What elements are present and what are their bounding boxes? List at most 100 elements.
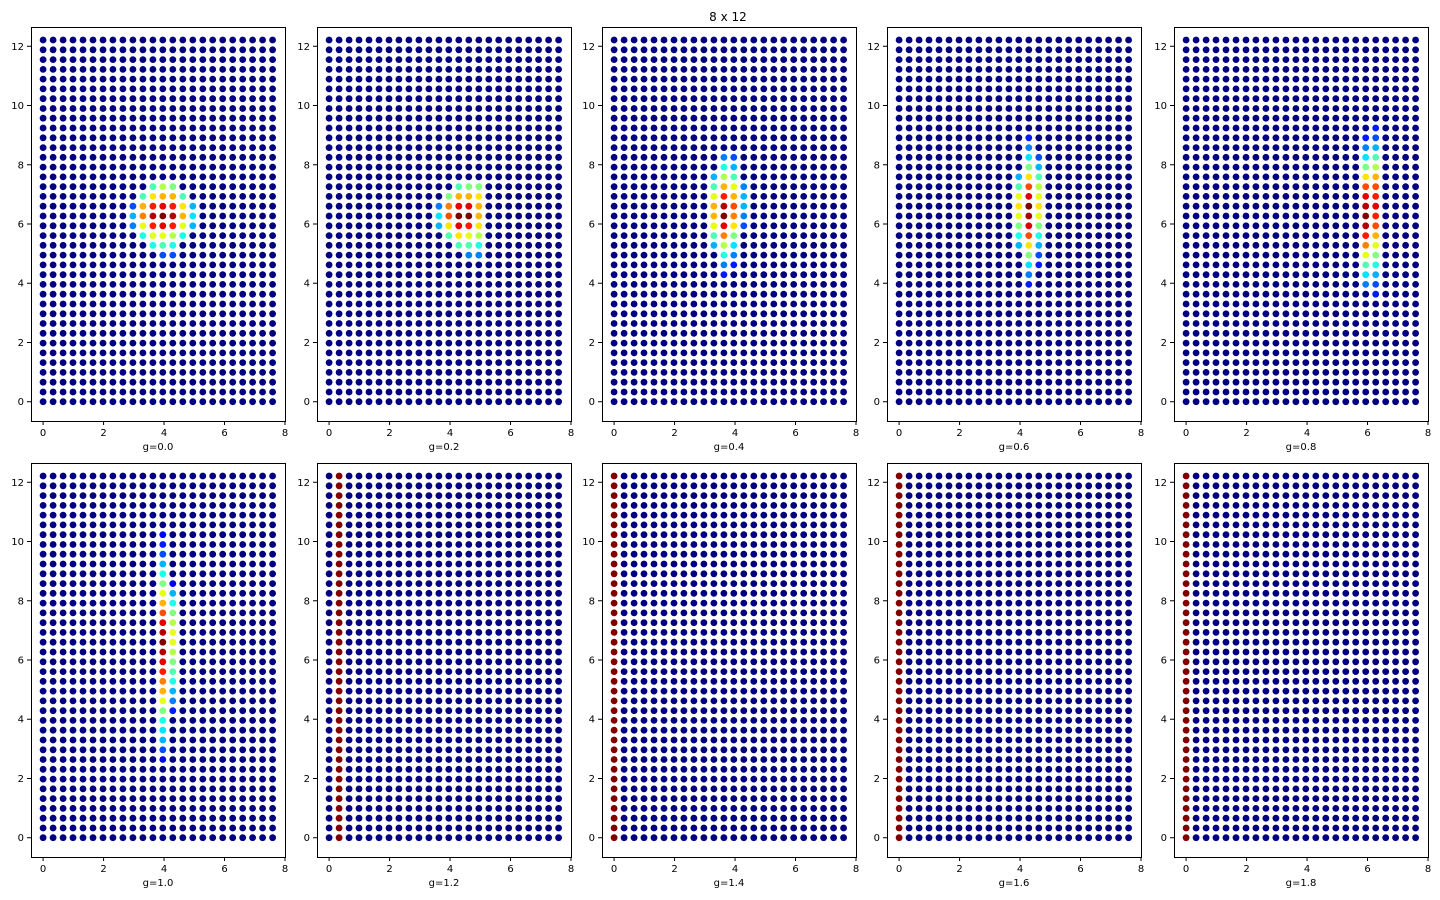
scatter-point xyxy=(915,66,923,73)
scatter-point xyxy=(1202,261,1210,269)
scatter-point xyxy=(535,369,542,376)
scatter-point xyxy=(229,300,237,308)
scatter-point xyxy=(119,251,127,259)
scatter-point xyxy=(1242,290,1250,298)
scatter-point xyxy=(840,46,847,54)
axes-frame xyxy=(887,27,1142,422)
scatter-point xyxy=(109,114,117,122)
scatter-point xyxy=(39,541,47,548)
scatter-point xyxy=(1192,349,1200,357)
scatter-point xyxy=(1192,183,1200,191)
scatter-point xyxy=(1322,46,1330,54)
scatter-point xyxy=(169,46,177,54)
scatter-point xyxy=(1085,281,1093,288)
scatter-point xyxy=(405,193,413,200)
scatter-point xyxy=(1095,46,1103,54)
scatter-point xyxy=(119,105,127,112)
scatter-point xyxy=(820,173,827,181)
scatter-point xyxy=(405,388,413,396)
scatter-point xyxy=(1282,202,1290,210)
scatter-point xyxy=(1015,105,1023,112)
scatter-point xyxy=(1222,398,1230,406)
scatter-point xyxy=(1212,290,1220,298)
scatter-point xyxy=(810,124,818,132)
scatter-point xyxy=(1065,144,1073,152)
scatter-point xyxy=(1272,320,1280,327)
scatter-point xyxy=(925,144,933,152)
scatter-point xyxy=(895,261,903,269)
scatter-point xyxy=(149,271,157,279)
scatter-point xyxy=(690,46,698,54)
scatter-point xyxy=(425,66,433,73)
scatter-point xyxy=(1115,202,1122,210)
scatter-point xyxy=(995,124,1003,132)
scatter-point xyxy=(1095,75,1103,83)
scatter-point xyxy=(1192,300,1200,308)
scatter-point xyxy=(159,300,167,308)
scatter-point xyxy=(610,46,618,54)
scatter-point xyxy=(650,193,658,200)
scatter-point xyxy=(660,105,668,112)
scatter-points xyxy=(39,36,276,406)
scatter-point xyxy=(59,746,67,754)
scatter-point xyxy=(1015,281,1023,288)
scatter-point xyxy=(99,697,107,705)
scatter-point xyxy=(1232,66,1240,73)
scatter-point xyxy=(259,202,266,210)
scatter-point xyxy=(365,378,373,386)
scatter-point xyxy=(1045,349,1053,357)
scatter-point xyxy=(800,183,808,191)
scatter-point xyxy=(1262,95,1270,103)
scatter-point xyxy=(139,388,147,396)
scatter-point xyxy=(1055,310,1063,318)
scatter-point xyxy=(840,251,847,259)
scatter-point xyxy=(415,281,423,288)
y-tick-label: 12 xyxy=(297,42,310,53)
scatter-point xyxy=(945,114,953,122)
scatter-point xyxy=(925,183,933,191)
scatter-point xyxy=(1005,359,1013,366)
scatter-point xyxy=(1242,378,1250,386)
scatter-point xyxy=(139,310,147,318)
scatter-point xyxy=(415,163,423,171)
scatter-point xyxy=(985,85,993,93)
scatter-point xyxy=(139,193,147,200)
scatter-point xyxy=(1292,75,1300,83)
scatter-point xyxy=(375,153,383,161)
scatter-point xyxy=(525,153,533,161)
scatter-point xyxy=(965,320,973,327)
scatter-point xyxy=(915,310,923,318)
scatter-point xyxy=(630,281,638,288)
scatter-point xyxy=(1402,398,1409,406)
scatter-point xyxy=(535,339,542,347)
scatter-point xyxy=(269,320,276,327)
scatter-point xyxy=(525,163,533,171)
scatter-point xyxy=(79,619,87,627)
scatter-point xyxy=(955,300,963,308)
scatter-point xyxy=(119,75,127,83)
scatter-point xyxy=(680,388,688,396)
scatter-point xyxy=(335,202,343,210)
scatter-point xyxy=(750,75,758,83)
scatter-point xyxy=(915,105,923,112)
scatter-point xyxy=(820,193,827,200)
scatter-point xyxy=(915,212,923,220)
scatter-point xyxy=(610,85,618,93)
scatter-point xyxy=(925,222,933,230)
scatter-point xyxy=(1192,232,1200,240)
scatter-point xyxy=(415,310,423,318)
scatter-point xyxy=(1352,173,1360,181)
scatter-point xyxy=(1025,46,1033,54)
scatter-point xyxy=(485,251,493,259)
scatter-point xyxy=(630,46,638,54)
scatter-point xyxy=(129,241,137,249)
scatter-point xyxy=(1382,173,1390,181)
scatter-point xyxy=(730,349,738,357)
scatter-point xyxy=(690,271,698,279)
scatter-point xyxy=(39,511,47,519)
scatter-point xyxy=(760,124,768,132)
x-tick-label: 8 xyxy=(1425,428,1431,439)
scatter-point xyxy=(1222,134,1230,142)
scatter-point xyxy=(365,66,373,73)
scatter-point xyxy=(840,193,847,200)
